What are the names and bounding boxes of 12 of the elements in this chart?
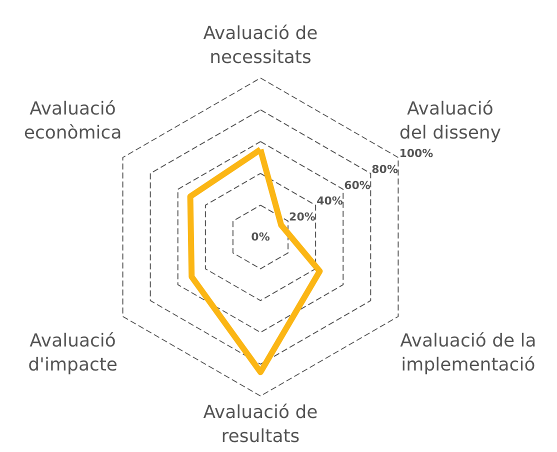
y-tick-label: 40% <box>316 194 343 208</box>
spoke-label: Avaluació d'impacte <box>28 330 118 376</box>
y-tick-label: 0% <box>251 230 270 244</box>
spoke-label: Avaluació del disseny <box>399 98 502 144</box>
spoke-label: Avaluació econòmica <box>24 98 122 144</box>
spoke-label: Avaluació de resultats <box>203 402 318 448</box>
spoke-label: Avaluació de necessitats <box>203 22 318 68</box>
y-tick-label: 80% <box>372 162 398 176</box>
y-tick-label: 100% <box>399 147 434 160</box>
y-tick-label: 20% <box>289 210 316 224</box>
spoke-label: Avaluació de la implementació <box>400 330 536 376</box>
y-tick-label: 60% <box>344 178 370 192</box>
